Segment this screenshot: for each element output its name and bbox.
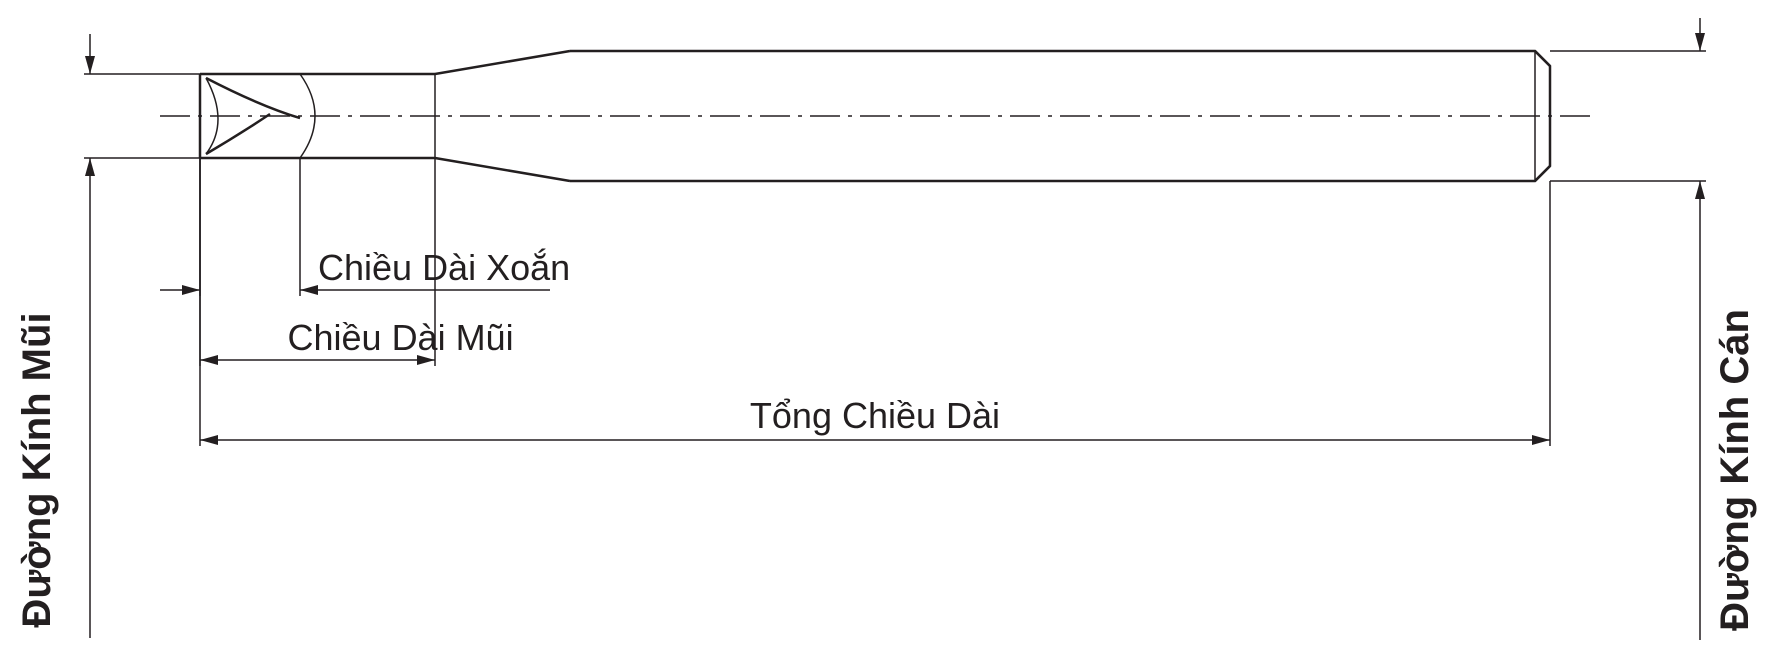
label-flute-length: Chiều Dài Xoắn [318,247,570,288]
label-tip-diameter: Đường Kính Mũi [15,312,59,627]
label-shank-diameter: Đường Kính Cán [1713,309,1757,631]
label-total-length: Tổng Chiều Dài [750,395,1000,436]
label-neck-length: Chiều Dài Mũi [288,317,514,358]
technical-drawing: Đường Kính Mũi Đường Kính Cán Chiều Dài Xo… [0,0,1780,662]
